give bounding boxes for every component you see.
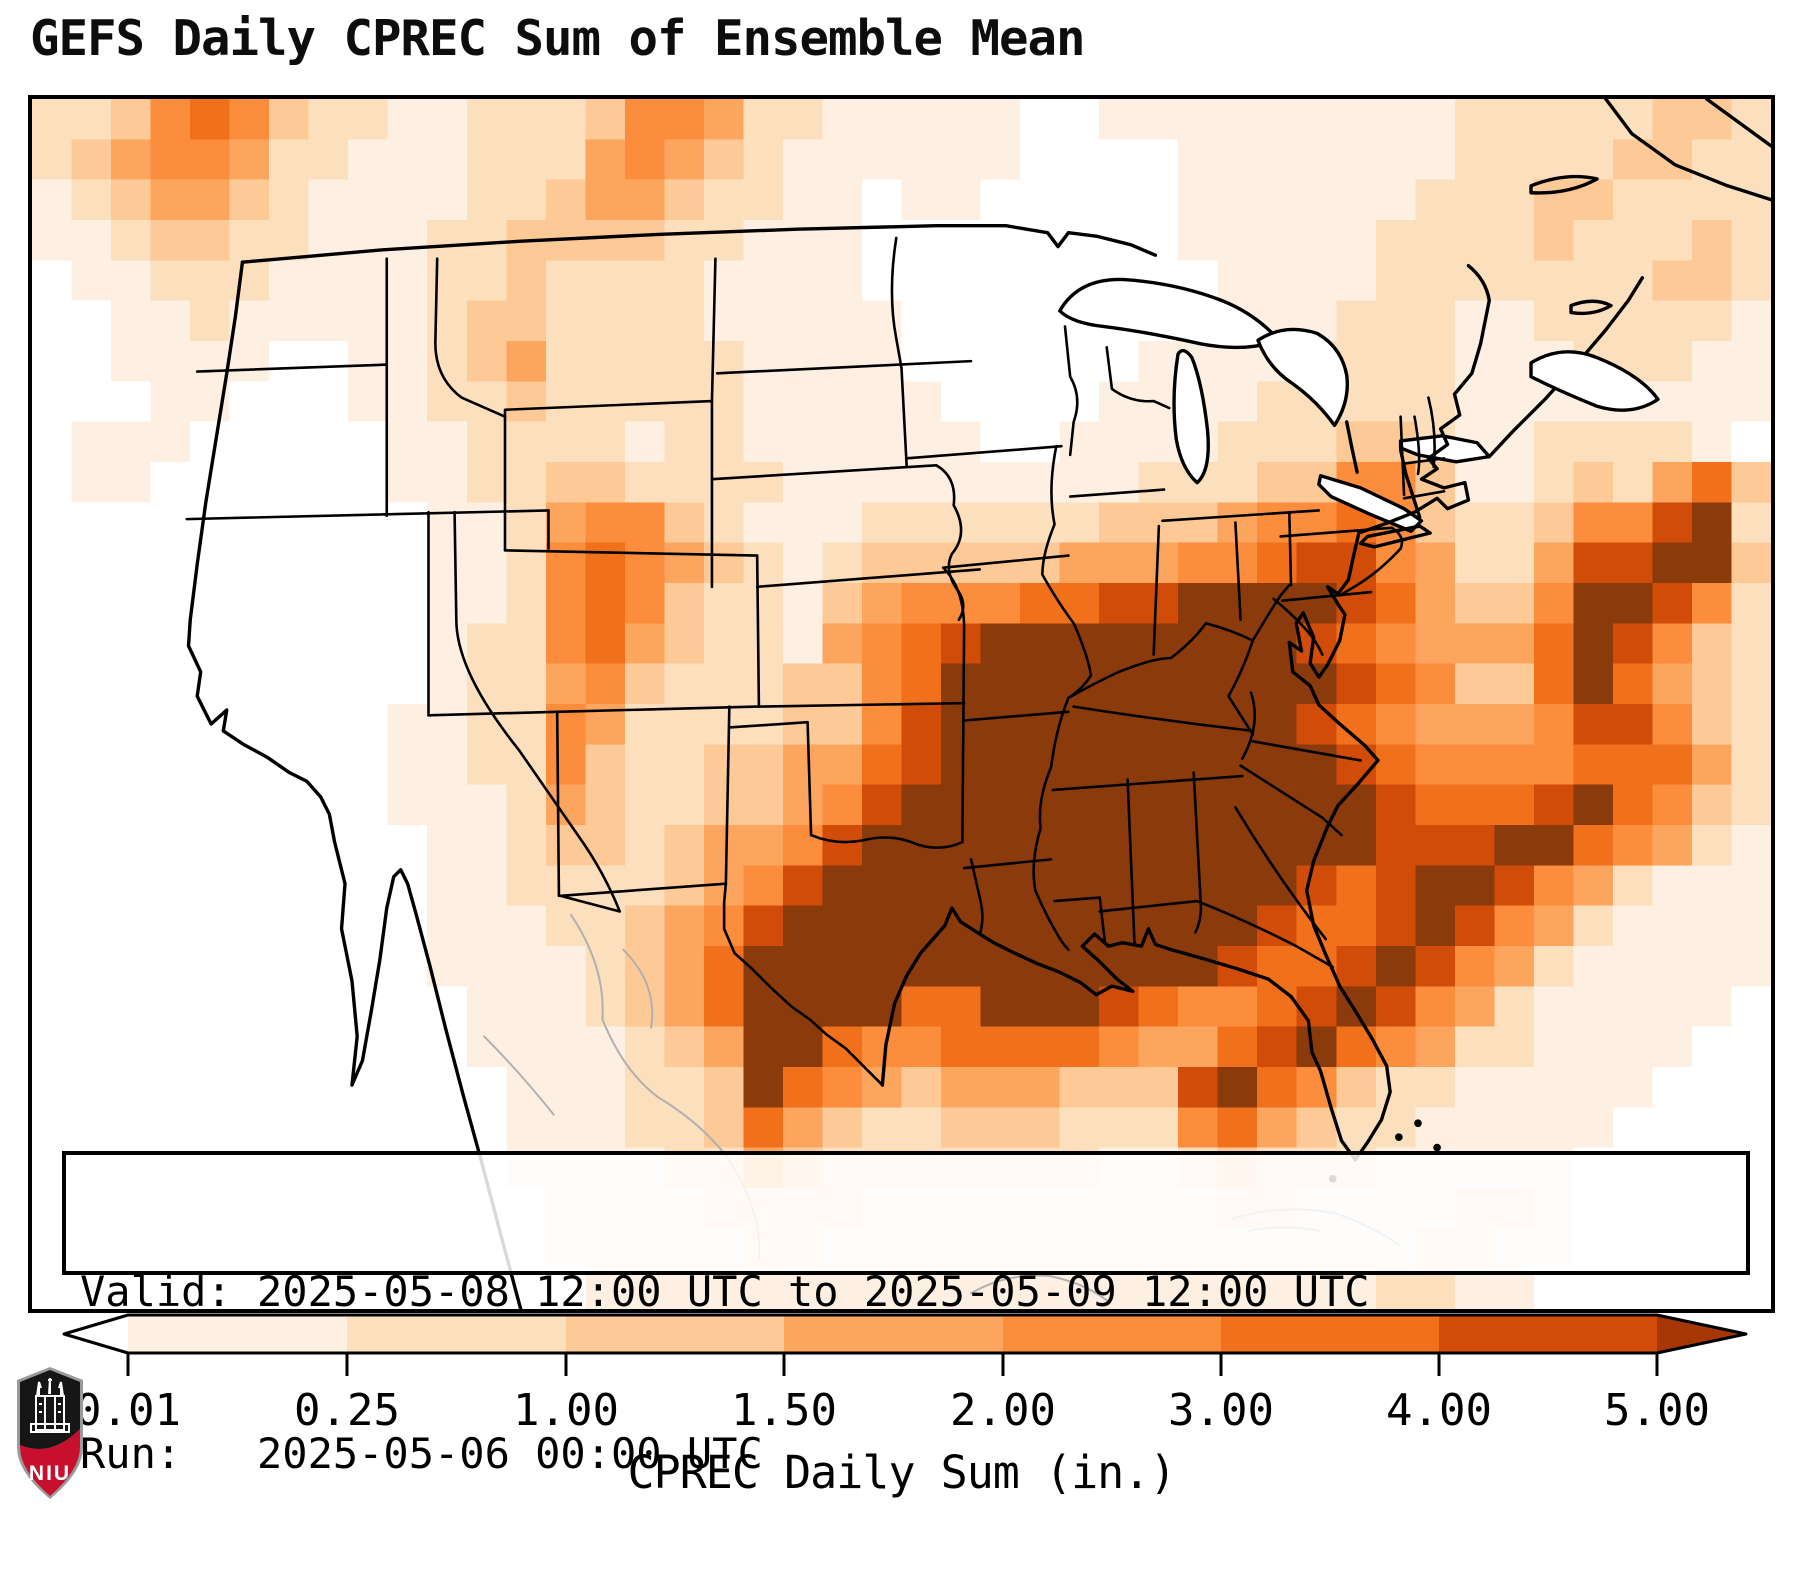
border-ok-ar-west: [943, 568, 964, 842]
valid-run-info-box: Valid: 2025-05-08 12:00 UTC to 2025-05-0…: [62, 1151, 1750, 1478]
lake-erie: [1319, 476, 1422, 532]
border-ia-mn: [907, 446, 1062, 458]
colorbar-segment: [1003, 1315, 1221, 1353]
colorbar-tick-marks: [126, 1353, 1659, 1376]
lake-superior: [1060, 279, 1279, 347]
colorbar-under-arrow: [64, 1315, 128, 1353]
border-wi-il: [1070, 490, 1164, 497]
border-tn-nc: [1242, 693, 1254, 759]
tick-label: 5.00: [1604, 1385, 1710, 1436]
nova-scotia: [1531, 352, 1658, 410]
niu-logo: NIU: [17, 1367, 83, 1499]
border-va-nc: [1253, 741, 1361, 760]
border-ok-panhandle: [729, 722, 811, 835]
map-panel: Valid: 2025-05-08 12:00 UTC to 2025-05-0…: [28, 95, 1775, 1478]
colorbar-segment: [347, 1315, 566, 1353]
mississippi-river: [1034, 446, 1091, 949]
niu-logo-text: NIU: [29, 1462, 71, 1485]
tick-label: 0.01: [75, 1385, 181, 1436]
lake-michigan: [1174, 351, 1208, 483]
tick-label: 1.50: [731, 1385, 837, 1436]
colorbar-segment: [1221, 1315, 1439, 1353]
run-time-text: Run: 2025-05-06 00:00 UTC: [80, 1429, 763, 1478]
border-ms-al: [1128, 780, 1135, 945]
border-il-in: [1154, 526, 1159, 654]
coastline-east-gulf: [882, 266, 1489, 1160]
border-rio-grande: [724, 884, 882, 1085]
shield-bottom: [20, 1429, 80, 1496]
colorbar-segment: [1439, 1315, 1657, 1353]
tick-label: 0.25: [294, 1385, 400, 1436]
tick-label: 3.00: [1168, 1385, 1274, 1436]
border-idaho: [387, 259, 505, 516]
bahamas-island-dot: [1414, 1119, 1422, 1128]
border-mexico-west: [455, 512, 726, 911]
border-red-river: [811, 835, 962, 848]
prince-edward-island: [1571, 301, 1611, 313]
border-tx-la: [971, 859, 982, 934]
border-tn-south: [1053, 776, 1243, 790]
bahamas-island-dot: [1395, 1133, 1403, 1141]
border-ne-sd-missouri-river: [712, 465, 963, 620]
border-mn-wi: [1065, 326, 1077, 454]
colorbar-tick-labels: 0.01 0.25 1.00 1.50 2.00 3.00 4.00 5.00: [75, 1385, 1710, 1436]
border-in-oh: [1235, 523, 1240, 620]
border-nm: [557, 707, 729, 896]
anticosti-island: [1531, 177, 1597, 193]
border-la-ms: [1055, 898, 1105, 943]
lake-huron: [1258, 329, 1347, 425]
border-co-east: [757, 556, 759, 707]
tick-label: 4.00: [1386, 1385, 1492, 1436]
border-ga-sc: [1235, 807, 1325, 939]
border-nd-mn: [892, 238, 907, 467]
border-pa-nj-delaware: [1340, 549, 1401, 596]
border-pa-ny: [1281, 528, 1402, 549]
border-ky-tn: [1074, 707, 1253, 731]
border-al-ga: [1194, 773, 1201, 933]
border-canada: [242, 226, 1155, 262]
border-37n: [428, 703, 964, 715]
tick-label: 1.00: [513, 1385, 619, 1436]
colorbar-axis-label: CPREC Daily Sum (in.): [627, 1446, 1177, 1499]
border-ga-fl: [1100, 901, 1333, 967]
colorbar-segment: [566, 1315, 784, 1353]
border-mi-wi: [1107, 347, 1170, 408]
castle-icon: [30, 1377, 70, 1433]
border-ks-ne: [757, 569, 980, 586]
border-sd-nd: [717, 361, 971, 373]
colorbar: 0.01 0.25 1.00 1.50 2.00 3.00 4.00 5.00: [62, 1313, 1748, 1436]
border-wyoming: [505, 401, 712, 587]
colorbar-segment: [784, 1315, 1003, 1353]
newfoundland-coast: [1606, 99, 1771, 200]
ohio-river: [1068, 585, 1289, 698]
border-42n: [187, 510, 549, 519]
page-title: GEFS Daily CPREC Sum of Ensemble Mean: [30, 10, 1086, 67]
border-ia-mo: [943, 556, 1068, 568]
border-nc-sc: [1241, 766, 1342, 835]
border-ar-mo: [964, 712, 1068, 721]
colorbar-segment: [128, 1315, 347, 1353]
coastline-west: [189, 262, 521, 1309]
state-borders-overlay: [32, 99, 1771, 1309]
lake-ontario: [1401, 436, 1490, 462]
border-mt-dakotas: [712, 259, 715, 401]
border-mason-dixon: [1282, 592, 1371, 601]
colorbar-over-arrow: [1657, 1315, 1746, 1353]
bahamas-island-dot: [1433, 1143, 1441, 1152]
valid-time-text: Valid: 2025-05-08 12:00 UTC to 2025-05-0…: [80, 1267, 1370, 1316]
border-mi-south: [1162, 510, 1319, 520]
tick-label: 2.00: [950, 1385, 1056, 1436]
border-41n: [505, 550, 757, 555]
border-wv-va: [1228, 641, 1252, 735]
potomac-river: [1274, 599, 1323, 655]
border-oh-pa: [1289, 512, 1291, 585]
border-wa-or: [197, 365, 387, 372]
border-new-england: [1401, 266, 1490, 499]
border-ar-la: [964, 859, 1051, 868]
